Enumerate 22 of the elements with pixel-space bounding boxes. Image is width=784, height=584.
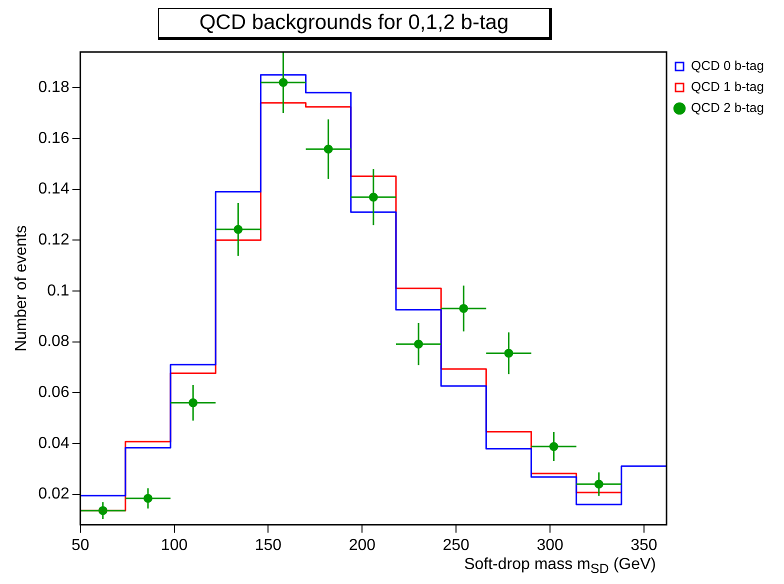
- legend-label: QCD 2 b-tag: [691, 100, 764, 116]
- y-tick-label: 0.16: [38, 130, 70, 147]
- y-tick-label: 0.1: [47, 282, 70, 300]
- y-axis-title: Number of events: [13, 225, 30, 352]
- legend-label: QCD 1 b-tag: [691, 79, 764, 94]
- y-tick-label: 0.18: [38, 78, 70, 96]
- y-tick-label: 0.14: [38, 180, 70, 198]
- x-axis-title: Soft-drop mass m$_{SD}$ (GeV): [464, 556, 656, 576]
- x-tick-label: 350: [630, 536, 658, 554]
- x-tick-label: 100: [160, 536, 188, 554]
- x-tick-label: 150: [254, 536, 282, 554]
- legend-label: QCD 0 b-tag: [691, 58, 764, 74]
- y-tick-label: 0.12: [38, 232, 70, 249]
- x-tick-label: 200: [348, 536, 376, 554]
- x-tick-label: 50: [71, 536, 90, 554]
- x-tick-label: 300: [536, 536, 564, 554]
- y-tick-label: 0.06: [38, 384, 70, 402]
- x-tick-label: 250: [442, 536, 470, 554]
- y-tick-label: 0.08: [38, 333, 70, 350]
- chart-title: QCD backgrounds for 0,1,2 b-tag: [158, 8, 552, 40]
- y-tick-label: 0.02: [38, 486, 70, 503]
- y-tick-label: 0.04: [38, 434, 70, 452]
